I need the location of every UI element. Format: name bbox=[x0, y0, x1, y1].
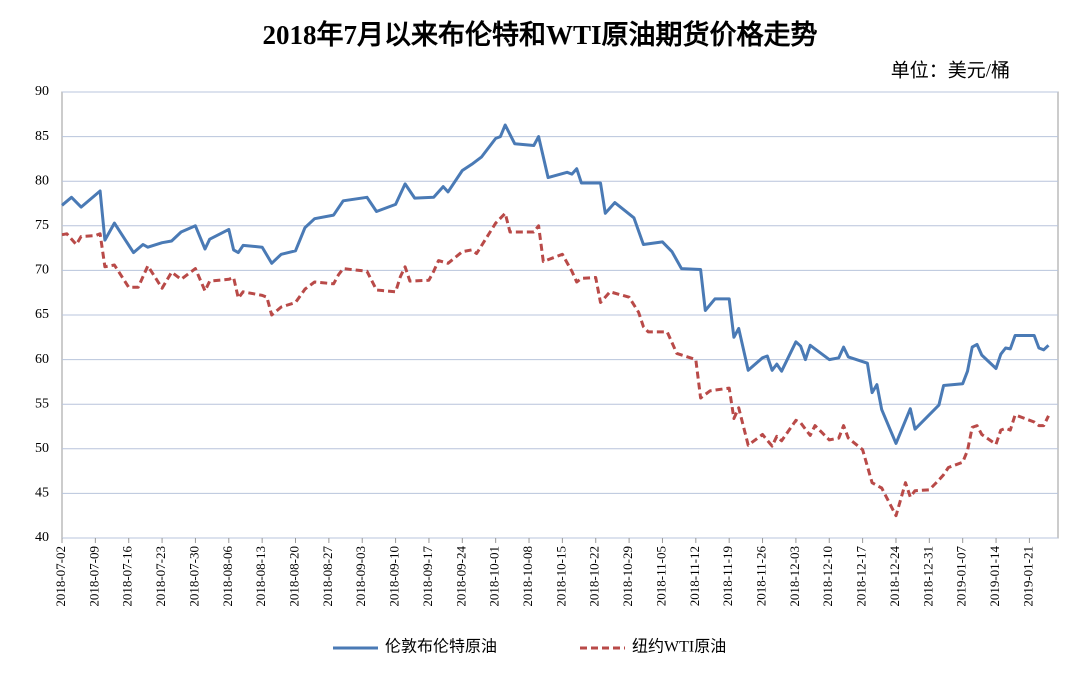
x-tick-label: 2018-08-27 bbox=[320, 546, 335, 607]
x-tick-label: 2018-12-03 bbox=[787, 546, 802, 607]
x-tick-label: 2018-09-10 bbox=[387, 546, 402, 607]
y-tick-label: 90 bbox=[35, 84, 49, 99]
x-tick-label: 2018-10-15 bbox=[553, 546, 568, 607]
x-tick-label: 2018-07-02 bbox=[53, 546, 68, 607]
y-tick-label: 70 bbox=[35, 263, 49, 278]
series-line bbox=[61, 211, 1050, 518]
x-tick-label: 2018-09-24 bbox=[453, 546, 468, 607]
x-tick-label: 2018-10-22 bbox=[587, 546, 602, 607]
y-tick-label: 85 bbox=[35, 129, 49, 144]
y-tick-label: 45 bbox=[35, 486, 49, 501]
x-tick-label: 2019-01-14 bbox=[987, 546, 1002, 607]
x-tick-label: 2018-08-20 bbox=[286, 546, 301, 607]
x-tick-label: 2018-12-17 bbox=[854, 546, 869, 607]
x-tick-label: 2018-08-06 bbox=[220, 546, 235, 607]
y-tick-label: 55 bbox=[35, 396, 49, 411]
x-tick-label: 2018-08-13 bbox=[253, 546, 268, 607]
legend-label: 纽约WTI原油 bbox=[632, 638, 726, 656]
series-line bbox=[61, 123, 1050, 445]
x-tick-label: 2018-11-12 bbox=[687, 546, 702, 606]
x-tick-label: 2019-01-21 bbox=[1020, 546, 1035, 607]
x-tick-label: 2018-07-16 bbox=[120, 546, 135, 607]
x-tick-label: 2018-07-23 bbox=[153, 546, 168, 607]
chart-title: 2018年7月以来布伦特和WTI原油期货价格走势 bbox=[262, 19, 817, 50]
x-tick-label: 2018-12-31 bbox=[920, 546, 935, 607]
y-tick-label: 65 bbox=[35, 307, 49, 322]
x-tick-label: 2018-07-30 bbox=[186, 546, 201, 607]
x-tick-label: 2018-12-10 bbox=[820, 546, 835, 607]
x-tick-label: 2018-07-09 bbox=[86, 546, 101, 607]
x-tick-label: 2018-09-03 bbox=[353, 546, 368, 607]
x-tick-label: 2018-10-01 bbox=[487, 546, 502, 607]
y-tick-label: 80 bbox=[35, 173, 49, 188]
x-tick-label: 2018-11-26 bbox=[754, 546, 769, 607]
y-tick-label: 75 bbox=[35, 218, 49, 233]
x-tick-label: 2018-11-05 bbox=[653, 546, 668, 606]
y-tick-label: 40 bbox=[35, 530, 49, 545]
x-tick-label: 2018-12-24 bbox=[887, 546, 902, 607]
y-tick-label: 60 bbox=[35, 352, 49, 367]
unit-label: 单位：美元/桶 bbox=[891, 59, 1010, 81]
legend-label: 伦敦布伦特原油 bbox=[385, 638, 497, 656]
x-tick-label: 2018-10-08 bbox=[520, 546, 535, 607]
x-tick-label: 2018-10-29 bbox=[620, 546, 635, 607]
x-tick-label: 2019-01-07 bbox=[954, 546, 969, 607]
y-tick-label: 50 bbox=[35, 441, 49, 456]
x-tick-label: 2018-11-19 bbox=[720, 546, 735, 606]
x-tick-label: 2018-09-17 bbox=[420, 546, 435, 607]
